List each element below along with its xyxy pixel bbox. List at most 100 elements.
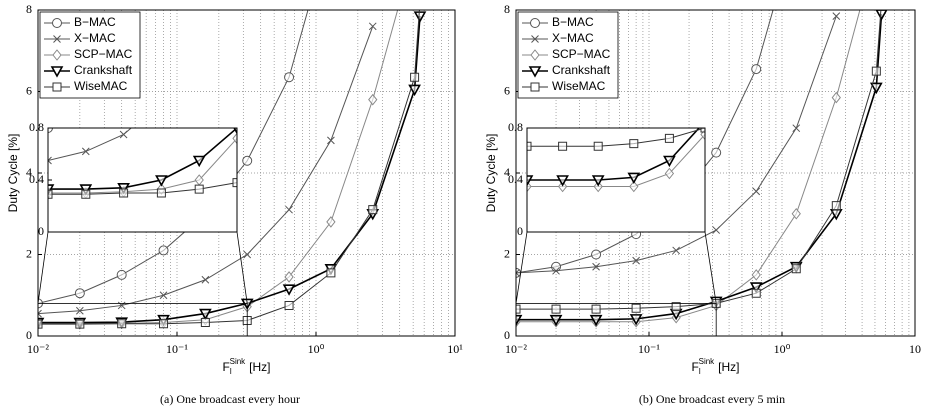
zoom-connector	[704, 231, 717, 304]
marker	[558, 141, 568, 151]
marker	[871, 66, 881, 76]
marker	[549, 314, 563, 327]
inset-y-tick-label: 0.8	[29, 120, 44, 134]
legend-label: B−MAC	[552, 15, 594, 29]
marker	[199, 308, 212, 321]
marker	[81, 189, 91, 199]
marker	[591, 249, 602, 260]
legend-marker	[52, 49, 62, 61]
legend-label: Crankshaft	[74, 63, 133, 77]
y-tick-label: 6	[504, 83, 510, 97]
marker	[326, 268, 336, 278]
marker	[751, 269, 761, 281]
marker	[591, 304, 601, 314]
marker	[284, 271, 294, 283]
marker	[627, 172, 641, 185]
marker	[116, 269, 127, 280]
marker	[232, 178, 237, 188]
y-tick-label: 4	[504, 165, 510, 179]
x-tick-label: 10	[909, 342, 921, 356]
marker	[516, 314, 523, 327]
marker	[117, 183, 130, 195]
x-label-unit: [Hz]	[249, 360, 270, 374]
legend-label: SCP−MAC	[552, 47, 611, 61]
marker	[285, 205, 293, 214]
marker	[552, 266, 560, 275]
y-tick-label: 8	[26, 2, 32, 16]
chart: 10⁻² 10⁻¹ 10⁰ 100246800.40.8B−MACX−MACSCP−M…	[484, 0, 921, 406]
marker	[119, 130, 128, 139]
zoom-connector	[37, 231, 49, 304]
series-line	[48, 137, 237, 194]
x-tick-label: 10⁻²	[505, 342, 527, 356]
marker	[878, 0, 886, 6]
marker	[75, 306, 84, 315]
chart: 10⁻² 10⁻¹ 10⁰ 10¹0246800.40.8B−MACX−MACSCP−…	[6, 2, 463, 406]
marker	[749, 282, 763, 294]
x-label-sub: l	[230, 367, 232, 376]
legend-label: Crankshaft	[552, 63, 611, 77]
marker	[117, 319, 127, 329]
inset-y-tick-label: 0	[517, 224, 523, 238]
legend-marker	[53, 35, 61, 43]
marker	[831, 201, 841, 211]
marker	[38, 319, 43, 329]
series-line	[527, 133, 705, 187]
marker	[410, 72, 420, 82]
marker	[159, 319, 169, 329]
x-tick-label: 10¹	[447, 342, 463, 356]
marker	[194, 184, 204, 194]
zoom-region	[515, 302, 717, 337]
marker	[792, 124, 801, 133]
legend-marker	[530, 82, 540, 92]
inset-series-group	[527, 128, 705, 193]
y-tick-label: 2	[504, 246, 510, 260]
marker	[368, 205, 378, 215]
marker	[200, 318, 210, 328]
marker	[201, 275, 210, 284]
series-line	[48, 128, 132, 161]
y-tick-label: 4	[26, 165, 32, 179]
marker	[791, 207, 801, 220]
marker	[832, 12, 841, 20]
series-line	[48, 128, 237, 190]
marker	[751, 64, 762, 75]
inset-frame	[526, 127, 706, 233]
zoom-region	[37, 302, 248, 337]
marker	[158, 245, 169, 256]
x-label-unit: [Hz]	[718, 360, 739, 374]
marker	[664, 133, 674, 143]
marker	[752, 187, 761, 196]
marker	[79, 184, 93, 196]
marker	[242, 155, 253, 166]
legend-label: X−MAC	[552, 31, 594, 45]
marker	[663, 155, 676, 168]
marker	[631, 303, 641, 313]
marker	[527, 141, 532, 151]
marker	[327, 136, 335, 145]
legend-marker	[529, 18, 541, 28]
marker	[326, 216, 336, 228]
inset-y-tick-label: 0.8	[508, 120, 523, 134]
caption: (b) One broadcast every 5 min	[639, 392, 785, 406]
marker	[791, 264, 801, 274]
y-tick-label: 0	[26, 328, 32, 342]
x-tick-label: 10⁰	[774, 342, 791, 356]
series-line	[527, 128, 705, 147]
inset-frame	[47, 127, 238, 233]
marker	[712, 226, 721, 234]
legend-marker	[50, 66, 64, 78]
marker	[629, 180, 639, 193]
marker	[591, 175, 605, 187]
y-tick-label: 2	[26, 246, 32, 260]
marker	[700, 128, 705, 133]
y-axis-label: Duty Cycle [%]	[484, 134, 498, 213]
marker	[368, 22, 377, 31]
legend-label: B−MAC	[74, 15, 116, 29]
marker	[589, 314, 603, 327]
marker	[556, 175, 569, 187]
marker	[156, 188, 166, 198]
marker	[408, 84, 421, 97]
legend-marker	[531, 35, 539, 43]
series-line	[516, 10, 861, 323]
